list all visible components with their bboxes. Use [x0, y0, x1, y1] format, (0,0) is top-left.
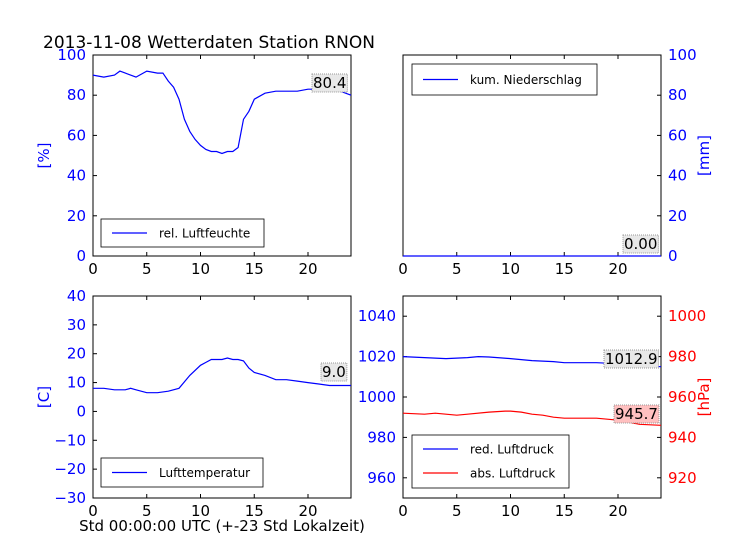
temperature-ytick-label-left: 0: [76, 402, 86, 420]
temperature-xtick-label: 15: [245, 502, 264, 520]
humidity-xtick-label: 0: [88, 260, 98, 278]
pressure-ytick-label-left: 960: [367, 469, 396, 487]
pressure-ytick-label-left: 1000: [358, 388, 396, 406]
temperature-y-axis-label: [C]: [35, 386, 53, 408]
humidity-value-label-box: [311, 73, 348, 93]
humidity-ytick-label-left: 0: [76, 247, 86, 265]
humidity-xtick-label: 15: [245, 260, 264, 278]
temperature-ytick-label-left: 30: [67, 316, 86, 334]
pressure-xtick-label: 5: [452, 502, 462, 520]
pressure-ytick-label-right: 1000: [668, 307, 706, 325]
pressure-value-label-0: 1012.9: [605, 350, 658, 368]
humidity-y-axis-label: [%]: [35, 143, 53, 169]
precipitation-ytick-label-right: 0: [668, 247, 678, 265]
precipitation-ytick-label-right: 100: [668, 46, 697, 64]
temperature-ytick-label-left: 20: [67, 345, 86, 363]
temperature-axes-frame: [92, 295, 352, 499]
pressure-y-axis-label: [hPa]: [695, 378, 713, 417]
humidity-xtick-label: 5: [142, 260, 152, 278]
pressure-xtick-label: 15: [555, 502, 574, 520]
precipitation-legend-entry-0: kum. Niederschlag: [470, 73, 582, 87]
pressure-xtick-label: 0: [398, 502, 408, 520]
pressure-ytick-label-right: 920: [668, 469, 697, 487]
temperature-legend-entry-0: Lufttemperatur: [159, 466, 250, 480]
humidity-series-line-0: [92, 70, 352, 155]
temperature-ytick-label-left: −20: [54, 460, 86, 478]
humidity-ytick-label-left: 20: [67, 207, 86, 225]
x-axis-label: Std 00:00:00 UTC (+-23 Std Lokalzeit): [79, 517, 365, 535]
precipitation-xtick-label: 5: [452, 260, 462, 278]
precipitation-ytick-label-right: 80: [668, 86, 687, 104]
temperature-value-label-box: [320, 362, 348, 382]
humidity-xtick-label: 10: [191, 260, 210, 278]
pressure-ytick-label-right: 960: [668, 388, 697, 406]
pressure-series-line-1: [402, 410, 662, 426]
precipitation-y-axis-label: [mm]: [695, 135, 713, 176]
precipitation-ytick-label-right: 40: [668, 167, 687, 185]
humidity-ytick-label-left: 60: [67, 126, 86, 144]
precipitation-value-label: 0.00: [624, 235, 657, 253]
chart-title: 2013-11-08 Wetterdaten Station RNON: [43, 33, 375, 53]
temperature-xtick-label: 5: [142, 502, 152, 520]
temperature-ytick-label-left: −30: [54, 489, 86, 507]
temperature-ytick-label-left: 40: [67, 287, 86, 305]
precipitation-ytick-label-right: 20: [668, 207, 687, 225]
pressure-ytick-label-right: 940: [668, 428, 697, 446]
pressure-value-label-0-box: [603, 349, 659, 369]
humidity-ytick-label-left: 40: [67, 167, 86, 185]
precipitation-ytick-label-right: 60: [668, 126, 687, 144]
precipitation-xtick-label: 10: [501, 260, 520, 278]
humidity-axes-frame: [92, 54, 352, 257]
temperature-series-line-0: [93, 357, 351, 394]
humidity-legend-entry-0: rel. Luftfeuchte: [159, 227, 250, 241]
precipitation-xtick-label: 0: [398, 260, 408, 278]
pressure-legend-entry-1: abs. Luftdruck: [470, 467, 555, 481]
temperature-ytick-label-left: −10: [54, 431, 86, 449]
pressure-xtick-label: 20: [608, 502, 627, 520]
pressure-ytick-label-right: 980: [668, 348, 697, 366]
pressure-ytick-label-left: 980: [367, 428, 396, 446]
pressure-legend-entry-0: red. Luftdruck: [470, 443, 554, 457]
pressure-xtick-label: 10: [501, 502, 520, 520]
temperature-ytick-label-left: 10: [67, 374, 86, 392]
humidity-xtick-label: 20: [298, 260, 317, 278]
pressure-ytick-label-left: 1020: [358, 348, 396, 366]
humidity-ytick-label-left: 80: [67, 86, 86, 104]
temperature-xtick-label: 0: [88, 502, 98, 520]
temperature-value-label: 9.0: [322, 363, 346, 381]
pressure-legend-frame: [411, 434, 570, 489]
pressure-value-label-1: 945.7: [615, 405, 658, 423]
precipitation-value-label-box: [622, 234, 659, 254]
humidity-value-label: 80.4: [313, 74, 346, 92]
pressure-value-label-1-box: [613, 404, 660, 424]
precipitation-xtick-label: 15: [555, 260, 574, 278]
precipitation-xtick-label: 20: [608, 260, 627, 278]
pressure-ytick-label-left: 1040: [358, 307, 396, 325]
temperature-xtick-label: 20: [298, 502, 317, 520]
temperature-xtick-label: 10: [191, 502, 210, 520]
humidity-ytick-label-left: 100: [57, 46, 86, 64]
